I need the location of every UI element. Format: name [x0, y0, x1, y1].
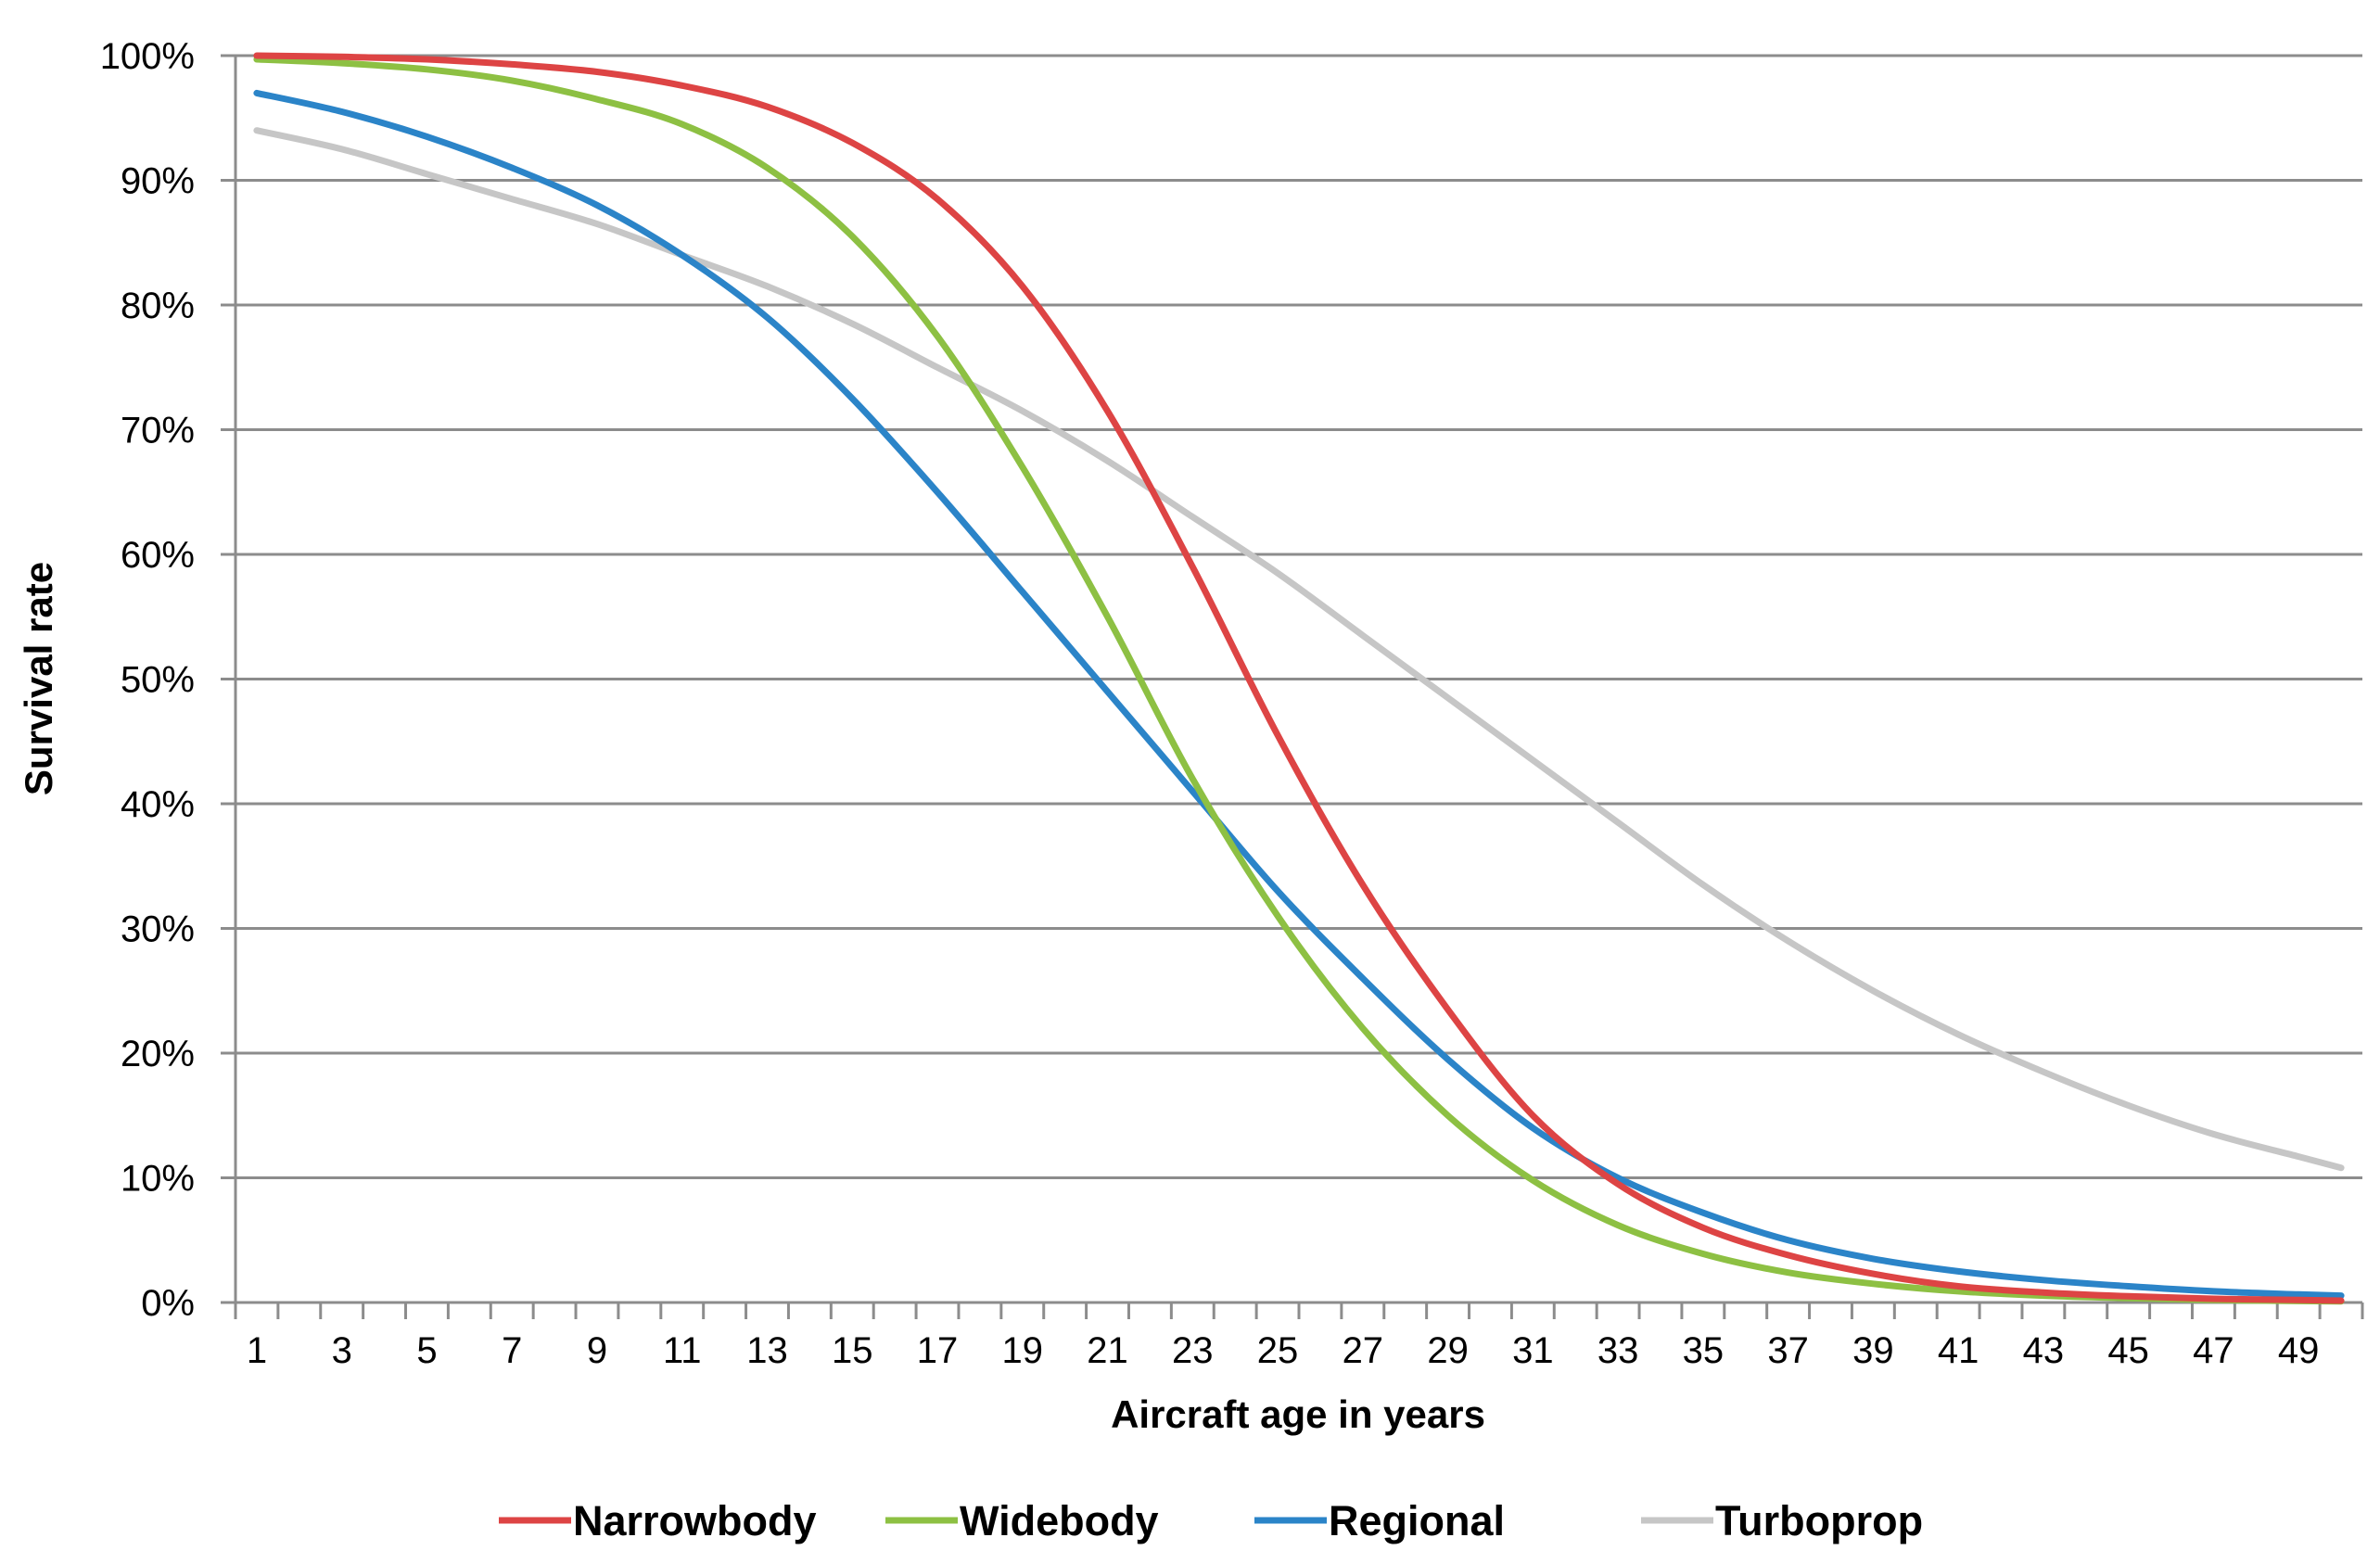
- series-line-widebody: [253, 56, 2345, 1305]
- x-tick-label: 49: [2278, 1330, 2320, 1371]
- x-tick-label: 3: [332, 1330, 352, 1371]
- y-axis-title: Survival rate: [17, 562, 60, 795]
- x-tick-label: 35: [1683, 1330, 1725, 1371]
- x-tick-label: 1: [247, 1330, 267, 1371]
- x-axis-title: Aircraft age in years: [1111, 1392, 1485, 1436]
- x-tick-label: 39: [1852, 1330, 1894, 1371]
- legend: Narrowbody Widebody Regional Turboprop: [499, 1497, 1923, 1544]
- y-tick-label: 30%: [121, 909, 195, 950]
- x-tick-label: 19: [1002, 1330, 1044, 1371]
- legend-label-narrowbody: Narrowbody: [573, 1497, 817, 1544]
- x-tick-label: 43: [2023, 1330, 2065, 1371]
- y-tick-labels: 0% 10% 20% 30% 40% 50% 60% 70% 80% 90% 100%: [100, 36, 195, 1324]
- series-line-regional: [253, 89, 2345, 1300]
- x-tick-label: 21: [1087, 1330, 1128, 1371]
- x-tick-label: 23: [1172, 1330, 1214, 1371]
- x-tick-label: 29: [1427, 1330, 1469, 1371]
- x-tick-label: 13: [746, 1330, 788, 1371]
- legend-item-widebody: Widebody: [885, 1497, 1159, 1544]
- legend-label-regional: Regional: [1329, 1497, 1505, 1544]
- legend-item-narrowbody: Narrowbody: [499, 1497, 817, 1544]
- x-tick-label: 11: [663, 1330, 702, 1371]
- axes: [221, 54, 2364, 1319]
- legend-label-widebody: Widebody: [960, 1497, 1159, 1544]
- y-tick-label: 20%: [121, 1034, 195, 1074]
- y-tick-label: 90%: [121, 161, 195, 202]
- y-tick-label: 60%: [121, 535, 195, 576]
- x-tick-label: 31: [1512, 1330, 1554, 1371]
- legend-item-turboprop: Turboprop: [1641, 1497, 1923, 1544]
- series-line-narrowbody: [253, 52, 2345, 1304]
- x-tick-label: 17: [917, 1330, 959, 1371]
- series-lines: [253, 52, 2345, 1305]
- x-tick-label: 41: [1938, 1330, 1979, 1371]
- x-tick-label: 45: [2107, 1330, 2149, 1371]
- y-tick-label: 50%: [121, 660, 195, 701]
- x-tick-label: 7: [502, 1330, 522, 1371]
- legend-item-regional: Regional: [1254, 1497, 1505, 1544]
- y-tick-label: 80%: [121, 286, 195, 326]
- y-tick-label: 10%: [121, 1159, 195, 1200]
- series-line-turboprop: [253, 127, 2345, 1172]
- y-tick-label: 0%: [141, 1283, 195, 1324]
- x-tick-label: 25: [1257, 1330, 1299, 1371]
- y-tick-label: 100%: [100, 36, 195, 77]
- x-tick-labels: 1 3 5 7 9 11 13 15 17 19 21 23 25 27 29 31 33 35 37 39 41 43 4…: [247, 1330, 2320, 1371]
- x-tick-label: 47: [2193, 1330, 2234, 1371]
- x-tick-label: 9: [587, 1330, 607, 1371]
- legend-label-turboprop: Turboprop: [1715, 1497, 1923, 1544]
- x-tick-label: 15: [832, 1330, 873, 1371]
- gridlines: [235, 54, 2362, 1179]
- x-tick-label: 37: [1767, 1330, 1809, 1371]
- y-tick-label: 70%: [121, 411, 195, 451]
- x-tick-label: 27: [1343, 1330, 1384, 1371]
- x-tick-label: 33: [1597, 1330, 1639, 1371]
- y-tick-label: 40%: [121, 784, 195, 825]
- x-tick-label: 5: [416, 1330, 437, 1371]
